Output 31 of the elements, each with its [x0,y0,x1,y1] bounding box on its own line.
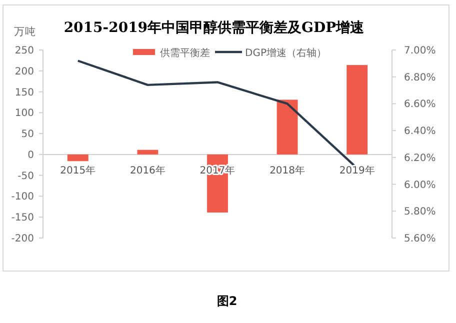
bar [276,100,298,154]
x-tick-label: 2016年 [130,164,166,176]
bar [137,150,158,154]
y2-tick-label: 6.80% [404,72,436,84]
y2-tick-label: 6.20% [404,152,436,164]
legend-label: DGP增速（右轴） [245,47,326,59]
y-tick-label: -100 [11,192,34,203]
y-tick-label: 50 [21,129,34,140]
x-tick-label: 2019年 [339,164,375,176]
y-tick-label: 100 [14,108,34,120]
y-tick-label: 150 [14,87,34,98]
y-tick-label: 200 [14,66,34,78]
y2-tick-label: 5.80% [404,206,436,218]
x-tick-label: 2015年 [60,164,96,176]
y-tick-label: 250 [14,46,34,56]
y-tick-label: 0 [28,150,34,161]
y2-tick-label: 6.00% [404,180,436,191]
y2-tick-label: 5.60% [404,234,436,244]
y-tick-label: -50 [18,170,34,182]
y-axis-title: 万吨 [14,25,36,38]
legend-label: 供需平衡差 [160,47,210,59]
y2-tick-label: 7.00% [404,46,436,56]
y-tick-label: -200 [11,234,34,244]
y2-tick-label: 6.60% [404,99,436,110]
bar [67,154,88,162]
x-tick-label: 2018年 [270,164,306,176]
y-tick-label: -150 [11,212,34,224]
chart-title: 2015-2019年中国甲醇供需平衡差及GDP增速 [64,19,366,36]
caption: 图2 [216,294,238,308]
bar [346,65,368,154]
y2-tick-label: 6.40% [404,126,436,138]
